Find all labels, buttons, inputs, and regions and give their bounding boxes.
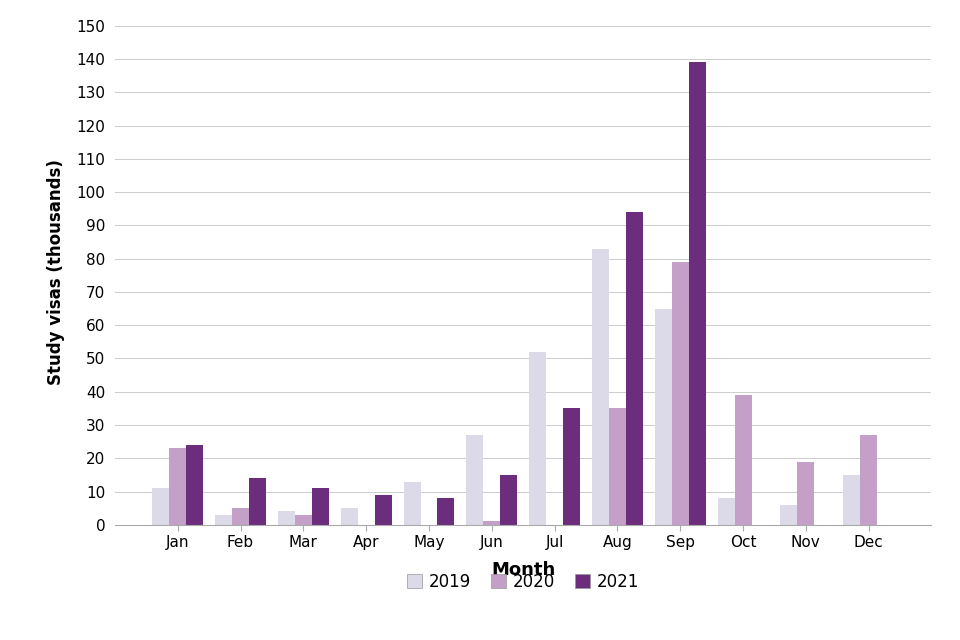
- Bar: [403, 481, 420, 525]
- Bar: [860, 435, 877, 525]
- Bar: [672, 262, 688, 525]
- Bar: [467, 435, 483, 525]
- Bar: [249, 478, 266, 525]
- Bar: [564, 408, 580, 525]
- Bar: [341, 508, 358, 525]
- Bar: [718, 498, 734, 525]
- Legend: 2019, 2020, 2021: 2019, 2020, 2021: [400, 566, 646, 597]
- Bar: [609, 408, 626, 525]
- Bar: [780, 505, 798, 525]
- Bar: [277, 511, 295, 525]
- Bar: [688, 63, 706, 525]
- Bar: [483, 522, 500, 525]
- Bar: [655, 308, 672, 525]
- Bar: [592, 249, 609, 525]
- Bar: [153, 488, 169, 525]
- Bar: [295, 515, 312, 525]
- Bar: [734, 395, 752, 525]
- Bar: [232, 508, 249, 525]
- Bar: [438, 498, 454, 525]
- Bar: [500, 475, 517, 525]
- Bar: [529, 352, 546, 525]
- Y-axis label: Study visas (thousands): Study visas (thousands): [47, 159, 65, 385]
- X-axis label: Month: Month: [492, 561, 555, 579]
- Bar: [843, 475, 860, 525]
- Bar: [169, 448, 186, 525]
- Bar: [374, 495, 392, 525]
- Bar: [798, 461, 814, 525]
- Bar: [186, 445, 204, 525]
- Bar: [312, 488, 328, 525]
- Bar: [215, 515, 232, 525]
- Bar: [626, 212, 643, 525]
